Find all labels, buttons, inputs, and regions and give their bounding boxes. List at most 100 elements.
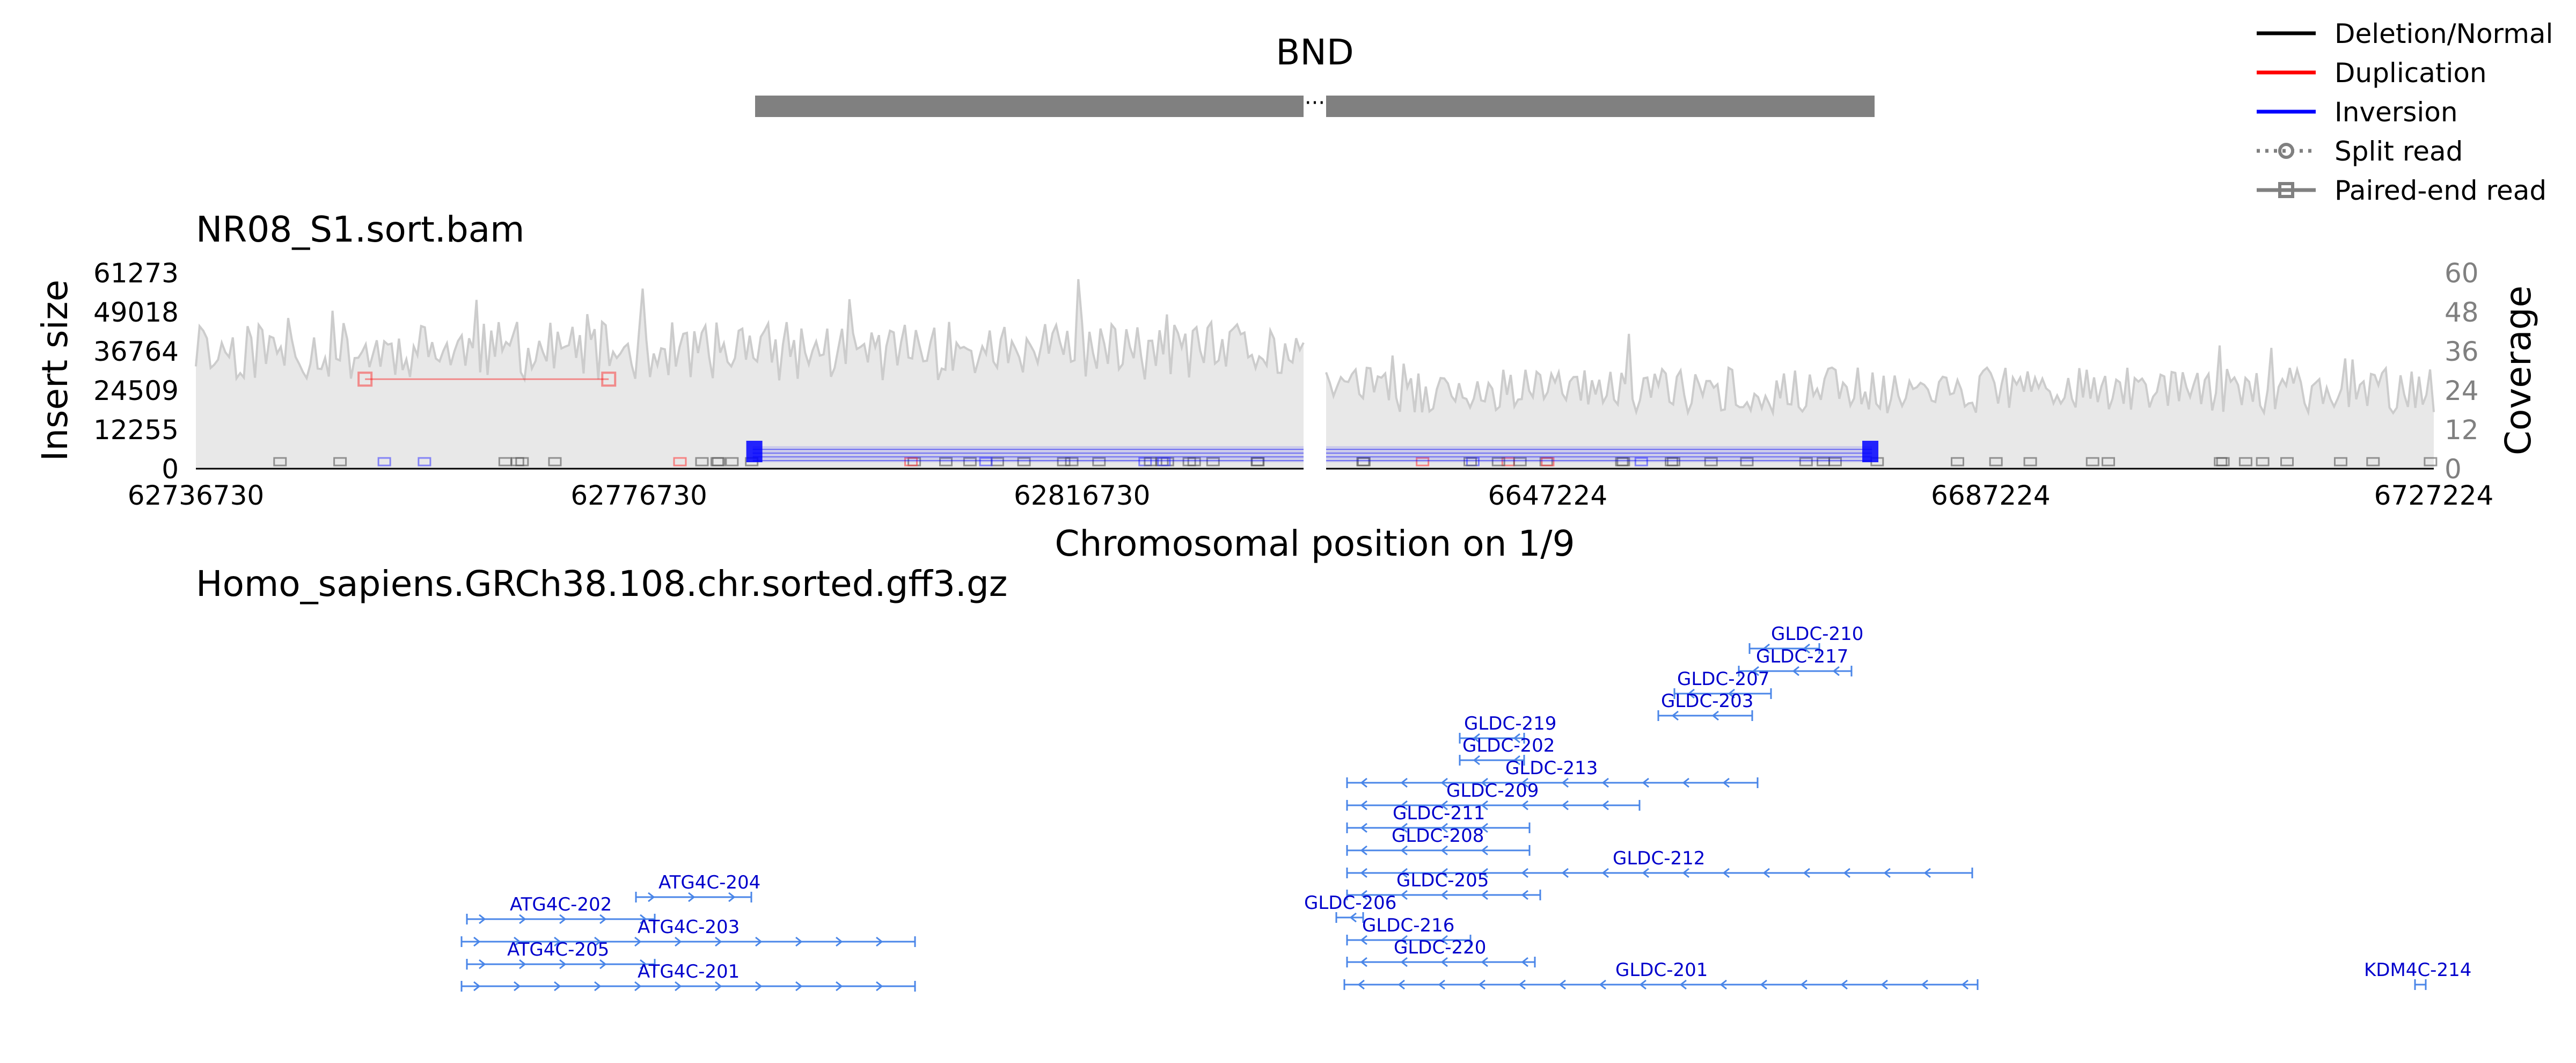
gene-arrow [755, 936, 763, 947]
gene-arrow [1601, 800, 1609, 811]
x-axis-label: Chromosomal position on 1/9 [1055, 523, 1575, 564]
gene-arrow [1473, 755, 1480, 766]
gene-KDM4C-214: KDM4C-214 [2364, 959, 2471, 990]
y-tick-left-5: 0 [162, 454, 179, 485]
gene-GLDC-212: GLDC-212 [1346, 848, 1973, 878]
gene-arrow [1923, 868, 1931, 878]
gene-label-GLDC-201: GLDC-201 [1615, 959, 1708, 981]
gene-label-ATG4C-201: ATG4C-201 [638, 961, 740, 982]
y-tick-left-2: 36764 [93, 336, 179, 367]
gene-arrow [675, 981, 682, 992]
gene-label-GLDC-217: GLDC-217 [1756, 646, 1848, 667]
gene-arrow [1397, 979, 1405, 990]
gene-arrow [1400, 890, 1408, 900]
read-marker [2280, 457, 2294, 467]
read-marker [1950, 457, 1964, 467]
gene-arrow [1481, 890, 1488, 900]
gene-arrow [1400, 777, 1408, 788]
gene-arrow [795, 936, 803, 947]
chart-title: BND [1276, 32, 1353, 73]
read-marker [939, 457, 953, 467]
gene-arrow [836, 981, 843, 992]
gene-arrow [559, 914, 567, 924]
gene-GLDC-201: GLDC-201 [1343, 959, 1979, 990]
gene-arrow [1521, 777, 1528, 788]
gene-arrow [1440, 800, 1448, 811]
gene-label-GLDC-206: GLDC-206 [1304, 892, 1396, 914]
gene-arrow [1360, 845, 1367, 856]
legend-label-4: Paired-end read [2334, 175, 2546, 206]
y-tick-left-0: 61273 [93, 258, 179, 289]
gene-arrow [1671, 710, 1679, 721]
gene-arrow [1481, 868, 1488, 878]
gene-arrow [634, 936, 642, 947]
gene-arrow [1561, 777, 1569, 788]
read-marker [1057, 457, 1071, 467]
gene-track-title: Homo_sapiens.GRCh38.108.chr.sorted.gff3.… [196, 563, 1007, 605]
gene-arrow [1843, 868, 1850, 878]
gene-label-GLDC-202: GLDC-202 [1462, 735, 1555, 756]
read-marker [1144, 457, 1158, 467]
read-marker [1206, 457, 1220, 467]
inversion-band-1 [1326, 446, 1872, 462]
x-tick-0-1: 62776730 [570, 480, 707, 511]
coverage-area-0 [196, 279, 1304, 469]
gene-arrow [1400, 845, 1408, 856]
read-marker [418, 457, 431, 467]
read-marker [2023, 457, 2037, 467]
gene-arrow [473, 936, 481, 947]
gene-arrow [1481, 800, 1488, 811]
gene-arrow [1558, 979, 1566, 990]
gene-arrow [519, 959, 526, 970]
gene-label-GLDC-220: GLDC-220 [1394, 937, 1486, 958]
y-tick-right-4: 12 [2445, 414, 2479, 446]
gene-arrow [473, 981, 481, 992]
gene-arrow [634, 981, 642, 992]
gene-arrow [1752, 666, 1759, 676]
read-marker [725, 457, 739, 467]
gene-GLDC-203: GLDC-203 [1657, 690, 1753, 721]
gene-GLDC-213: GLDC-213 [1346, 758, 1759, 788]
gene-arrow [1803, 643, 1810, 654]
gene-arrow [1711, 710, 1719, 721]
gene-arrow [1440, 822, 1448, 833]
gene-label-GLDC-213: GLDC-213 [1505, 758, 1598, 779]
read-marker [377, 457, 391, 467]
panel-title: NR08_S1.sort.bam [196, 209, 524, 250]
gene-arrow [514, 981, 521, 992]
read-marker [1356, 457, 1370, 467]
read-marker [2333, 457, 2347, 467]
gene-arrow [1601, 868, 1609, 878]
x-tick-0-0: 62736730 [128, 480, 265, 511]
read-marker [273, 457, 287, 467]
gene-arrow [1832, 666, 1840, 676]
gene-GLDC-206: GLDC-206 [1304, 892, 1396, 923]
gene-arrow [1481, 845, 1488, 856]
legend-marker-4 [2278, 182, 2294, 198]
gene-label-GLDC-203: GLDC-203 [1661, 690, 1753, 712]
gene-arrow [554, 981, 561, 992]
gene-arrow [1840, 979, 1848, 990]
gene-arrow [1360, 957, 1367, 967]
gene-arrow [1722, 868, 1730, 878]
gene-arrow [640, 914, 647, 924]
gene-arrow [1639, 979, 1646, 990]
gene-arrow [728, 892, 736, 902]
gene-arrow [1921, 979, 1928, 990]
gene-arrow [1360, 822, 1367, 833]
inversion-breakpoint-1 [1862, 441, 1879, 462]
gene-arrow [599, 914, 607, 924]
gene-arrow [1360, 868, 1367, 878]
read-marker [1666, 457, 1680, 467]
gene-label-GLDC-209: GLDC-209 [1446, 780, 1539, 802]
gene-arrow [1521, 957, 1528, 967]
region-bar-left [755, 96, 1304, 117]
read-marker [333, 457, 347, 467]
gene-arrow [1728, 688, 1735, 699]
gene-arrow [1601, 777, 1609, 788]
read-marker [1463, 457, 1477, 467]
gene-ATG4C-203: ATG4C-203 [460, 916, 916, 947]
gene-arrow [1481, 777, 1488, 788]
gene-label-KDM4C-214: KDM4C-214 [2364, 959, 2471, 981]
